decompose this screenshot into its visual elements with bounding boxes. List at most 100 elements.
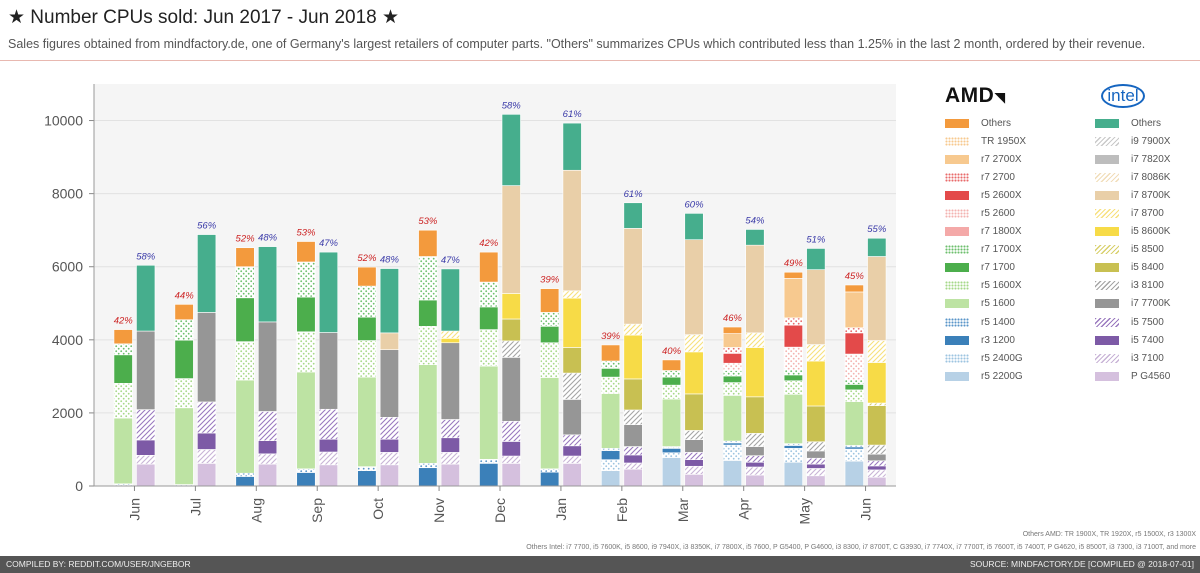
amd-bar-segment	[601, 368, 621, 378]
intel-bar-segment	[136, 455, 156, 465]
legend-swatch	[945, 118, 969, 128]
intel-legend-item: i7 8700	[1095, 204, 1170, 222]
intel-bar-segment	[806, 441, 826, 452]
amd-bar-segment	[783, 346, 803, 371]
amd-bar-segment	[601, 376, 621, 394]
intel-bar-segment	[136, 463, 156, 487]
amd-share-label: 42%	[114, 316, 134, 327]
x-tick-label: Sep	[309, 498, 325, 523]
legend-label: i7 8086K	[1131, 171, 1171, 183]
intel-bar-segment	[501, 293, 521, 320]
amd-bar-segment	[722, 460, 742, 487]
amd-bar-segment	[601, 448, 621, 451]
amd-bar-segment	[296, 261, 316, 298]
intel-bar-segment	[806, 344, 826, 362]
amd-bar-segment	[601, 459, 621, 471]
intel-bar-segment	[867, 465, 887, 471]
amd-bar-segment	[479, 251, 499, 283]
intel-bar-segment	[501, 318, 521, 342]
amd-share-label: 49%	[784, 258, 804, 269]
intel-bar-segment	[623, 334, 643, 380]
amd-bar-segment	[722, 326, 742, 334]
intel-bar-segment	[684, 439, 704, 453]
intel-bar-segment	[318, 464, 339, 487]
legend-swatch	[945, 172, 969, 182]
amd-bar-segment	[601, 360, 621, 369]
intel-bar-segment	[562, 297, 582, 348]
y-tick-label: 4000	[52, 332, 83, 348]
amd-bar-segment	[357, 316, 377, 341]
legend-label: Others	[981, 117, 1012, 129]
intel-bar-segment	[867, 444, 887, 455]
x-axis: Jun Jul Aug Sep Oct Nov Dec Jan Feb Mar Apr May Jun	[126, 486, 874, 524]
legend-swatch	[945, 154, 969, 164]
x-tick-label: Nov	[431, 498, 447, 523]
intel-legend-item: i7 7700K	[1095, 295, 1170, 313]
note-others-amd: Others AMD: TR 1900X, TR 1920X, r5 1500X…	[1022, 531, 1196, 538]
amd-bar-segment	[844, 384, 864, 391]
intel-share-label: 47%	[441, 255, 461, 266]
legend-label: i3 7100	[1131, 352, 1164, 364]
intel-bar-segment	[745, 474, 765, 487]
title-divider	[0, 60, 1200, 61]
legend-swatch	[1095, 190, 1119, 200]
amd-legend-item: r7 1800X	[945, 223, 1026, 241]
legend-swatch	[945, 263, 969, 273]
intel-bar-segment	[258, 453, 278, 465]
amd-arrow-icon: ◥	[994, 89, 1006, 105]
footer-credit: COMPILED BY: REDDIT.COM/USER/JNGEBOR	[6, 559, 191, 569]
intel-bar-segment	[258, 411, 278, 441]
intel-bar-segment	[258, 463, 278, 487]
legend-label: r7 2700X	[981, 153, 1022, 165]
intel-bar-segment	[440, 342, 460, 420]
amd-bar-segment	[479, 459, 499, 464]
legend-label: r5 1600	[981, 298, 1015, 310]
amd-bar-segment	[661, 457, 682, 487]
amd-bar-segment	[540, 288, 560, 313]
x-tick-label: Jun	[126, 498, 142, 521]
intel-bar-segment	[197, 234, 217, 313]
legend-label: i7 8700K	[1131, 189, 1171, 201]
intel-bar-segment	[197, 432, 217, 450]
intel-bar-segment	[562, 445, 582, 457]
amd-legend-item: r5 1600X	[945, 277, 1026, 295]
amd-bar-segment	[661, 398, 682, 447]
amd-share-label: 39%	[601, 331, 621, 342]
intel-bar-segment	[684, 351, 704, 395]
amd-bar-segment	[844, 353, 864, 380]
legend-swatch	[1095, 209, 1119, 219]
intel-bar-segment	[806, 360, 826, 407]
intel-bar-segment	[623, 424, 643, 447]
intel-legend-item: i7 8086K	[1095, 168, 1170, 186]
legend-swatch	[945, 299, 969, 309]
intel-bar-segment	[867, 460, 887, 467]
intel-bar-segment	[745, 396, 765, 434]
legend-label: r5 1400	[981, 316, 1015, 328]
intel-legend-item: i5 8500	[1095, 241, 1170, 259]
amd-bar-segment	[418, 256, 438, 301]
intel-bar-segment	[623, 202, 643, 229]
intel-share-label: 61%	[624, 189, 644, 200]
amd-bar-segment	[844, 291, 864, 329]
intel-bar-segment	[501, 455, 521, 464]
intel-bar-segment	[806, 405, 826, 443]
amd-logo: AMD◥	[945, 84, 1026, 114]
intel-share-label: 60%	[685, 199, 705, 210]
y-tick-label: 0	[75, 478, 83, 494]
amd-bar-segment	[418, 299, 438, 327]
amd-bar-segment	[357, 285, 377, 318]
legend-label: i9 7900X	[1131, 135, 1171, 147]
intel-share-label: 48%	[258, 233, 278, 244]
intel-bar-segment	[684, 452, 704, 460]
x-tick-label: Feb	[614, 498, 630, 522]
footer-source: SOURCE: MINDFACTORY.DE [COMPILED @ 2018-…	[969, 559, 1194, 569]
amd-bar-segment	[844, 327, 864, 334]
legend-label: i7 8700	[1131, 208, 1164, 220]
intel-share-label: 47%	[319, 238, 339, 249]
legend-swatch	[1095, 227, 1119, 237]
amd-bar-segment	[174, 339, 194, 379]
amd-bar-segment	[844, 446, 864, 450]
intel-bar-segment	[136, 330, 156, 410]
legend-swatch	[945, 317, 969, 327]
intel-bar-segment	[318, 451, 339, 466]
